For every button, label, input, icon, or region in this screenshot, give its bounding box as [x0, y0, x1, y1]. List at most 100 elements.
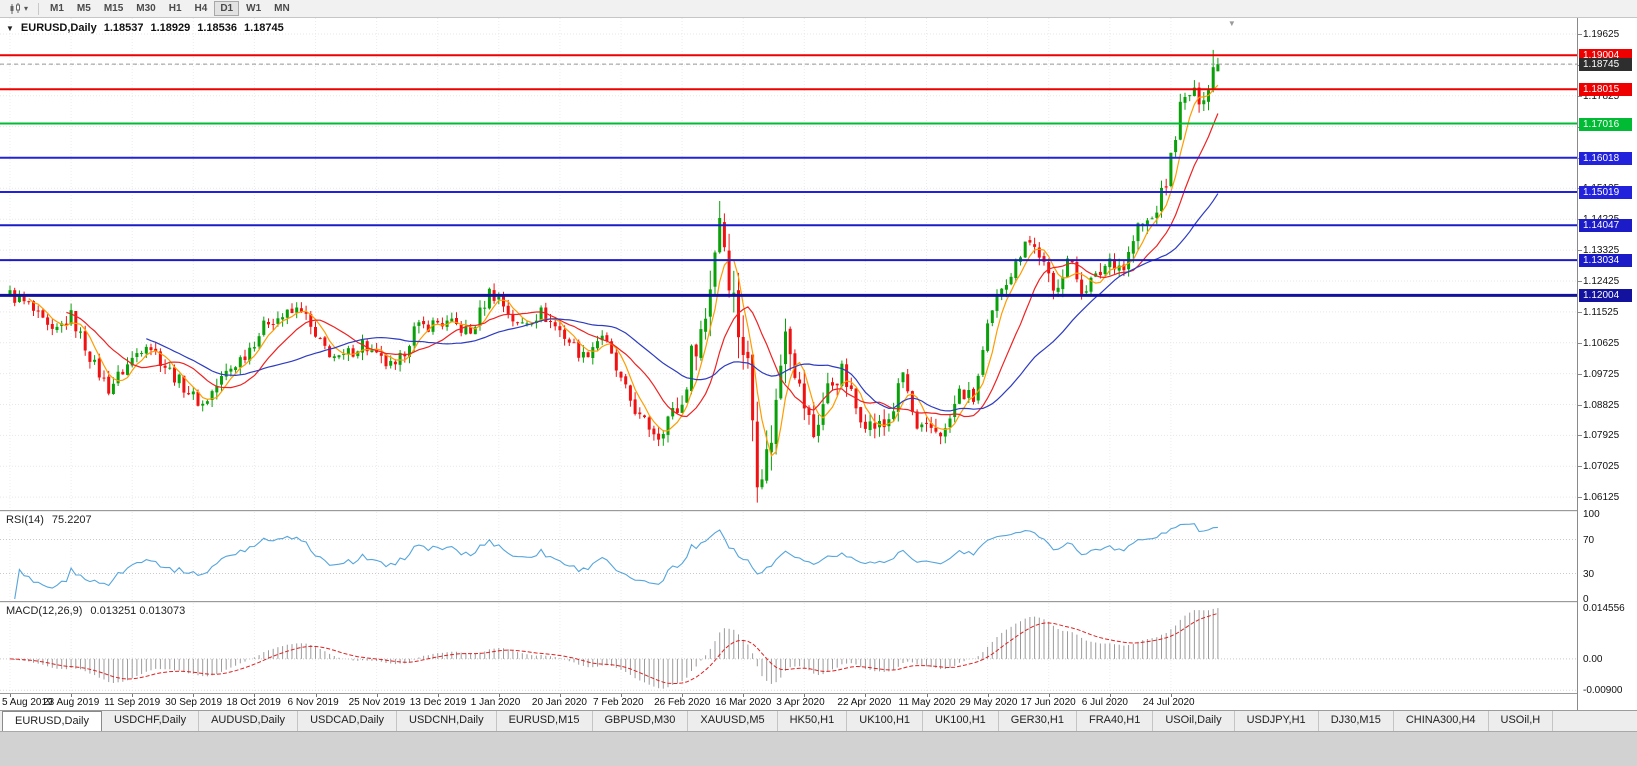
- macd-histogram: [14, 608, 1219, 689]
- indicator-axis-label: 0.014556: [1583, 603, 1625, 615]
- main-chart-area[interactable]: ▼ EURUSD,Daily 1.18537 1.18929 1.18536 1…: [0, 18, 1577, 510]
- price-axis-tickmark: [1578, 311, 1582, 313]
- rsi-value: 75.2207: [51, 514, 92, 526]
- date-label: 22 Apr 2020: [837, 697, 892, 708]
- price-tick-label: 1.19625: [1583, 29, 1620, 40]
- time-axis-tickmark: [1048, 694, 1050, 697]
- chart-tab-eurusd-daily[interactable]: EURUSD,Daily: [2, 711, 102, 731]
- period-button-h4[interactable]: H4: [189, 1, 214, 16]
- chart-tab-ger30-h1[interactable]: GER30,H1: [999, 711, 1077, 731]
- rsi-line: [14, 523, 1218, 600]
- chart-tab-usoil-h[interactable]: USOil,H: [1489, 711, 1554, 731]
- ohlc-close: 1.18745: [244, 22, 284, 34]
- time-axis-tickmark: [376, 694, 378, 697]
- period-button-m30[interactable]: M30: [130, 1, 161, 16]
- chart-tab-fra40-h1[interactable]: FRA40,H1: [1077, 711, 1154, 731]
- chart-type-button[interactable]: ▾: [4, 1, 33, 16]
- date-label: 11 Sep 2019: [104, 697, 161, 708]
- time-axis[interactable]: 5 Aug 2019 23 Aug 2019 11 Sep 2019 30 Sep 2…: [0, 694, 1577, 710]
- chart-tab-china300-h4[interactable]: CHINA300,H4: [1394, 711, 1489, 731]
- period-button-w1[interactable]: W1: [240, 1, 267, 16]
- period-button-m1[interactable]: M1: [44, 1, 70, 16]
- moving-average-13-line: [66, 113, 1219, 418]
- date-label: 1 Jan 2020: [470, 697, 521, 708]
- chart-tab-gbpusd-m30[interactable]: GBPUSD,M30: [593, 711, 689, 731]
- time-axis-tickmark: [132, 694, 134, 697]
- period-button-d1[interactable]: D1: [214, 1, 240, 16]
- grid-layer: [0, 18, 1577, 510]
- macd-label: MACD(12,26,9) 0.013251 0.013073: [6, 605, 185, 617]
- chart-tab-eurusd-m15[interactable]: EURUSD,M15: [497, 711, 593, 731]
- status-strip: [0, 731, 1637, 766]
- chart-tab-uk100-h1[interactable]: UK100,H1: [847, 711, 924, 731]
- date-label: 29 May 2020: [959, 697, 1018, 708]
- date-label: 26 Feb 2020: [654, 697, 711, 708]
- price-tick-label: 1.12425: [1583, 276, 1620, 287]
- date-label: 20 Jan 2020: [531, 697, 587, 708]
- candles-layer: [8, 49, 1220, 503]
- price-axis[interactable]: 1.196251.187251.178251.169251.160251.151…: [1577, 18, 1637, 710]
- time-axis-tickmark: [559, 694, 561, 697]
- symbol-collapse-icon[interactable]: ▼: [6, 23, 14, 33]
- chart-tab-hk50-h1[interactable]: HK50,H1: [778, 711, 848, 731]
- chart-ohlc-header: ▼ EURUSD,Daily 1.18537 1.18929 1.18536 1…: [6, 22, 284, 34]
- price-axis-tickmark: [1578, 497, 1582, 499]
- price-axis-tickmark: [1578, 373, 1582, 375]
- shift-marker-icon[interactable]: ▼: [1227, 19, 1236, 28]
- price-level-badge: 1.18015: [1579, 83, 1632, 97]
- chart-tab-usdjpy-h1[interactable]: USDJPY,H1: [1235, 711, 1319, 731]
- indicator-axis-label: 0.00: [1583, 653, 1603, 665]
- rsi-grid-layer: [0, 512, 1577, 601]
- price-tick-label: 1.09725: [1583, 368, 1620, 380]
- time-axis-tickmark: [10, 694, 11, 697]
- chart-tab-usdcad-daily[interactable]: USDCAD,Daily: [298, 711, 398, 731]
- macd-grid-layer: [0, 603, 1577, 693]
- price-axis-tickmark: [1578, 435, 1582, 437]
- time-axis-tickmark: [1170, 694, 1172, 697]
- price-tick-label: 1.11525: [1583, 306, 1619, 318]
- ohlc-high: 1.18929: [150, 22, 191, 34]
- panel-divider: [0, 693, 1637, 694]
- time-axis-tickmark: [743, 694, 745, 697]
- time-axis-tickmark: [621, 694, 622, 697]
- rsi-canvas[interactable]: [0, 512, 1577, 601]
- toolbar-separator: [38, 2, 40, 15]
- price-tick-label: 1.10625: [1583, 337, 1620, 349]
- chart-tab-uk100-h1[interactable]: UK100,H1: [923, 711, 999, 731]
- price-tick-label: 1.08825: [1583, 399, 1620, 411]
- period-button-mn[interactable]: MN: [268, 1, 296, 16]
- macd-canvas[interactable]: [0, 603, 1577, 693]
- period-button-m5[interactable]: M5: [71, 1, 97, 16]
- macd-panel: MACD(12,26,9) 0.013251 0.013073: [0, 603, 1577, 693]
- chart-tab-audusd-daily[interactable]: AUDUSD,Daily: [199, 711, 299, 731]
- panel-divider[interactable]: [0, 510, 1637, 512]
- price-axis-tickmark: [1578, 281, 1582, 282]
- chart-tab-usdcnh-daily[interactable]: USDCNH,Daily: [397, 711, 497, 731]
- price-level-badge: 1.14047: [1579, 219, 1632, 233]
- period-button-h1[interactable]: H1: [163, 1, 188, 16]
- current-price-badge: 1.18745: [1579, 58, 1632, 72]
- price-axis-tickmark: [1578, 250, 1582, 252]
- timeframe-buttons-group: M1 M5 M15 M30 H1 H4 D1 W1 MN: [44, 1, 296, 16]
- date-label: 13 Dec 2019: [409, 697, 467, 708]
- time-axis-tickmark: [315, 694, 317, 697]
- panel-divider[interactable]: [0, 601, 1637, 603]
- time-axis-tickmark: [926, 694, 928, 697]
- price-level-lines-layer: [0, 54, 1577, 297]
- price-chart-canvas[interactable]: [0, 18, 1577, 510]
- rsi-name: RSI(14): [6, 514, 44, 526]
- chart-tab-usdchf-daily[interactable]: USDCHF,Daily: [102, 711, 200, 731]
- date-label: 6 Nov 2019: [287, 697, 339, 708]
- chart-tab-dj30-m15[interactable]: DJ30,M15: [1319, 711, 1394, 731]
- price-axis-tickmark: [1578, 466, 1582, 468]
- time-axis-tickmark: [682, 694, 684, 697]
- chart-tab-xauusd-m5[interactable]: XAUUSD,M5: [688, 711, 778, 731]
- chart-tab-usoil-daily[interactable]: USOil,Daily: [1153, 711, 1235, 731]
- price-tick-label: 1.07025: [1583, 461, 1620, 473]
- ohlc-low: 1.18536: [197, 22, 238, 34]
- period-button-m15[interactable]: M15: [98, 1, 129, 16]
- time-axis-tickmark: [865, 694, 867, 697]
- rsi-panel: RSI(14) 75.2207: [0, 512, 1577, 601]
- macd-signal-line: [9, 612, 1219, 684]
